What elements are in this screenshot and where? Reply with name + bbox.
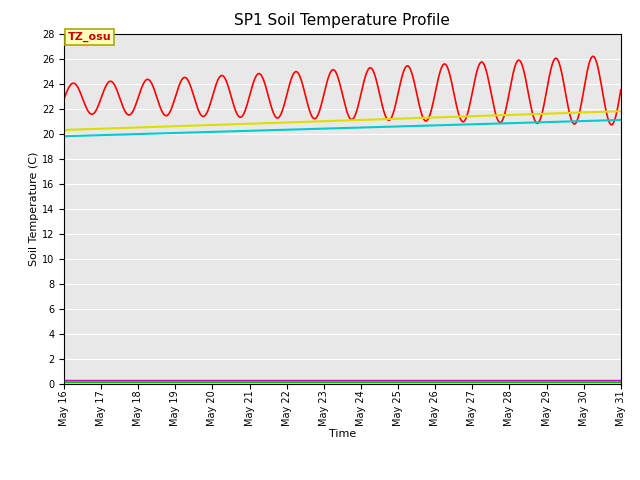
Title: SP1 Soil Temperature Profile: SP1 Soil Temperature Profile (234, 13, 451, 28)
Y-axis label: Soil Temperature (C): Soil Temperature (C) (29, 152, 39, 266)
Text: TZ_osu: TZ_osu (68, 32, 111, 42)
X-axis label: Time: Time (329, 429, 356, 439)
